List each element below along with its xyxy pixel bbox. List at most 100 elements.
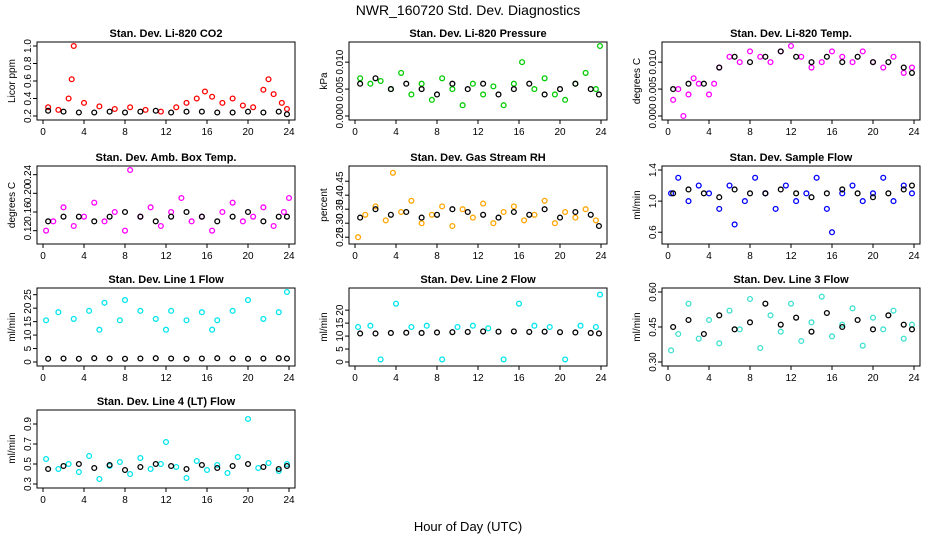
data-point-s1 [880, 64, 887, 71]
data-point-s1 [454, 323, 461, 331]
points [668, 293, 915, 354]
data-point-s1 [86, 307, 93, 314]
data-point-s1 [859, 342, 866, 349]
data-point-s2 [510, 208, 517, 216]
x-tick-label: 16 [201, 127, 213, 138]
y-tick-label: 0.45 [335, 171, 346, 191]
data-point-s1 [43, 317, 50, 324]
data-point-s1 [818, 59, 825, 66]
data-point-s2 [168, 355, 175, 362]
data-point-s2 [908, 182, 915, 189]
data-point-s1 [55, 106, 62, 113]
data-point-s2 [700, 190, 707, 197]
data-point-s1 [168, 307, 175, 314]
data-point-s2 [183, 465, 190, 473]
data-point-s1 [265, 76, 272, 83]
data-point-s2 [854, 190, 861, 197]
data-point-s1 [65, 460, 72, 468]
panel-title: Stan. Dev. Amb. Box Temp. [96, 152, 237, 164]
panel-title: Stan. Dev. Line 1 Flow [108, 274, 224, 286]
x-tick-label: 24 [595, 127, 607, 138]
data-point-s1 [70, 42, 77, 50]
data-point-s1 [127, 470, 134, 478]
data-point-s2 [823, 53, 830, 60]
data-point-s1 [283, 460, 291, 468]
data-point-s1 [219, 208, 226, 216]
data-point-s2 [900, 64, 907, 71]
data-point-s1 [275, 467, 282, 475]
data-point-s2 [260, 355, 267, 362]
points [355, 169, 602, 241]
panels: Stan. Dev. Li-820 CO2 0 4 8 12 16 20 24 0.2 0.4 0.… [7, 28, 921, 506]
data-point-s2 [283, 213, 291, 220]
data-point-s1 [408, 197, 415, 204]
y-tick-label: 0.005 [648, 76, 659, 101]
data-point-s1 [96, 326, 103, 333]
data-point-s1 [250, 104, 257, 111]
data-point-s2 [700, 80, 707, 87]
data-point-s1 [60, 204, 67, 211]
data-point-s1 [214, 461, 221, 469]
data-point-s1 [229, 95, 236, 102]
data-point-s2 [283, 355, 291, 362]
data-point-s1 [490, 220, 497, 227]
data-point-s2 [685, 80, 692, 87]
y-tick-label: 0.2 [23, 109, 34, 123]
y-tick-label: 0.010 [648, 49, 659, 74]
data-point-s1 [716, 205, 723, 212]
data-point-s1 [275, 309, 282, 316]
data-point-s1 [675, 174, 682, 181]
data-point-s1 [96, 103, 103, 110]
data-point-s1 [480, 200, 487, 207]
data-point-s1 [68, 76, 75, 83]
x-tick-label: 12 [472, 127, 484, 138]
data-point-s2 [91, 355, 98, 362]
data-point-s1 [193, 457, 200, 465]
data-point-s1 [596, 42, 604, 50]
data-point-s1 [890, 307, 897, 314]
panel-4: Stan. Dev. Amb. Box Temp. 0 4 8 12 16 20 24 0.12… [7, 152, 296, 262]
data-point-s1 [101, 218, 108, 225]
x-tick-label: 12 [160, 495, 172, 506]
y-tick-label: 15 [23, 316, 34, 328]
data-point-s2 [45, 465, 52, 473]
data-point-s2 [685, 186, 692, 193]
data-point-s1 [178, 194, 185, 202]
data-point-s1 [45, 104, 52, 111]
data-point-s1 [772, 205, 779, 212]
data-point-s2 [746, 319, 754, 326]
data-point-s1 [782, 182, 789, 189]
panel-9: Stan. Dev. Line 3 Flow 0 4 8 12 16 20 24 0.30 0.4… [632, 274, 921, 384]
x-tick-label: 0 [352, 251, 358, 262]
data-point-s1 [490, 83, 497, 90]
data-point-s1 [562, 208, 569, 216]
data-point-s1 [234, 453, 241, 461]
data-point-s2 [357, 330, 364, 337]
data-point-s1 [162, 326, 170, 333]
y-axis-label: ml/min [319, 312, 330, 341]
data-point-s2 [464, 86, 471, 93]
data-point-s2 [168, 109, 175, 116]
data-point-s1 [428, 211, 435, 218]
x-tick-label: 4 [81, 373, 87, 384]
data-point-s1 [193, 95, 200, 102]
data-point-s1 [752, 174, 759, 181]
data-point-s1 [162, 438, 170, 446]
data-point-s1 [695, 182, 702, 189]
data-point-s2 [45, 107, 52, 114]
y-axis-label: ml/min [632, 190, 643, 219]
data-point-s1 [283, 105, 291, 113]
data-point-s2 [433, 211, 441, 218]
y-tick-label: 0.000 [335, 103, 346, 128]
data-point-s2 [403, 208, 410, 216]
data-point-s1 [818, 293, 825, 300]
data-point-s1 [439, 203, 446, 210]
data-point-s1 [65, 95, 72, 102]
data-point-s2 [214, 218, 221, 225]
data-point-s2 [121, 109, 129, 116]
data-point-s2 [854, 53, 861, 60]
data-point-s1 [183, 474, 190, 482]
x-tick-label: 4 [81, 251, 87, 262]
data-point-s1 [510, 203, 517, 210]
x-tick-label: 0 [40, 251, 46, 262]
